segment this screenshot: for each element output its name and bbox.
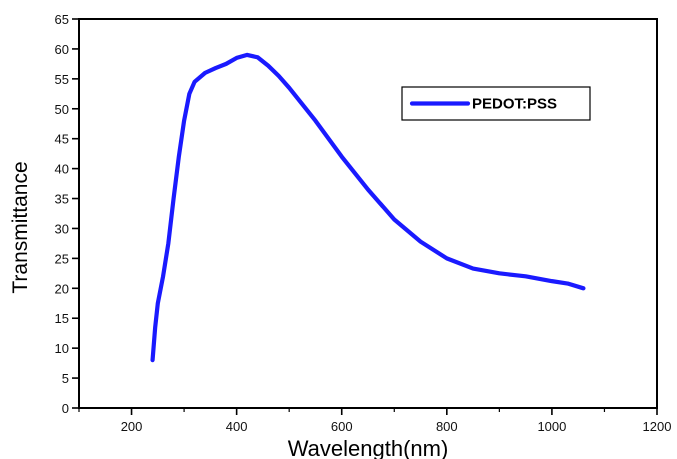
y-tick-label: 5: [62, 371, 69, 386]
y-tick-label: 45: [55, 132, 69, 147]
y-tick-label: 50: [55, 102, 69, 117]
axis-ticks: 200 400 600 800 1000 1200 0 5 10 15 20 25 30 35 40 45 50…: [55, 12, 672, 434]
y-axis-title: Transmittance: [9, 161, 32, 293]
x-axis-title: Wavelength(nm): [288, 436, 449, 459]
x-tick-label: 400: [226, 419, 248, 434]
y-tick-label: 35: [55, 192, 69, 207]
y-tick-label: 25: [55, 251, 69, 266]
legend: PEDOT:PSS: [401, 86, 591, 121]
y-tick-label: 65: [55, 12, 69, 27]
x-tick-label: 1200: [643, 419, 672, 434]
series-line: [150, 52, 586, 363]
y-tick-label: 60: [55, 42, 69, 57]
x-tick-label: 200: [121, 419, 143, 434]
x-tick-label: 1000: [537, 419, 566, 434]
y-tick-label: 20: [55, 281, 69, 296]
y-tick-label: 55: [55, 72, 69, 87]
y-tick-label: 40: [55, 162, 69, 177]
y-tick-label: 15: [55, 311, 69, 326]
plot-frame: [78, 18, 658, 409]
legend-label: PEDOT:PSS: [472, 96, 557, 113]
series-layer: [150, 52, 586, 363]
y-tick-label: 0: [62, 401, 69, 416]
x-tick-label: 600: [331, 419, 353, 434]
y-tick-label: 10: [55, 341, 69, 356]
x-tick-label: 800: [436, 419, 458, 434]
y-tick-label: 30: [55, 221, 69, 236]
